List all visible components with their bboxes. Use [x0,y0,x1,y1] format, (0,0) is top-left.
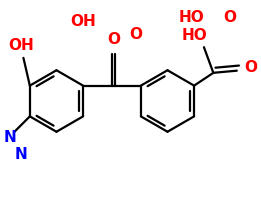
Text: HO: HO [182,28,207,43]
Text: OH: OH [8,38,34,53]
Text: O: O [129,27,142,42]
Text: OH: OH [70,15,96,29]
Text: O: O [244,60,257,75]
Text: HO: HO [178,10,204,25]
Text: O: O [223,10,236,25]
Text: N: N [15,147,28,162]
Text: N: N [3,130,16,145]
Text: O: O [108,33,121,47]
